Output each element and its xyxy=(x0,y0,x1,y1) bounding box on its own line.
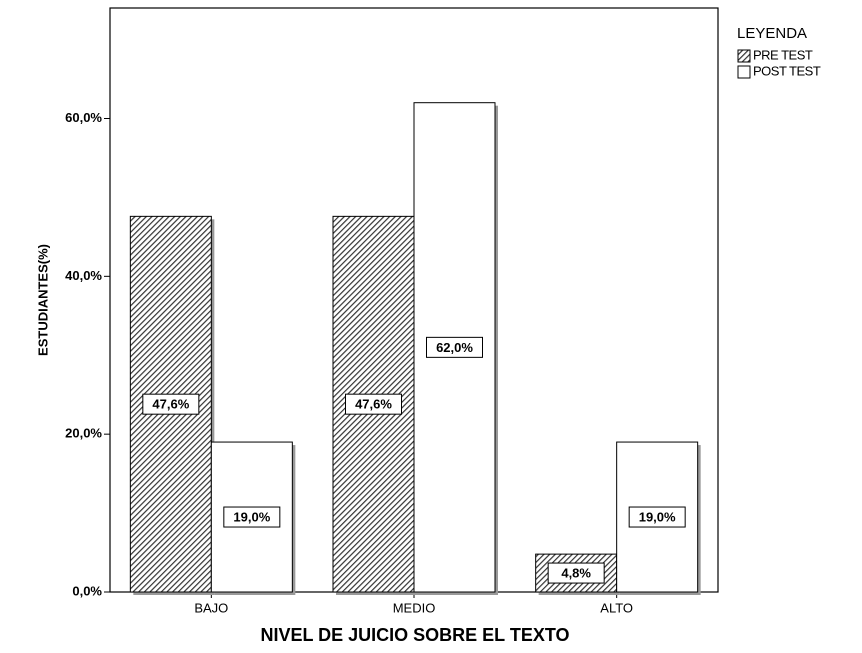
legend-swatch xyxy=(737,49,751,63)
value-label-box xyxy=(426,336,483,358)
legend-label: POST TEST xyxy=(753,63,821,78)
value-label: 19,0% xyxy=(233,509,270,524)
x-axis-title: NIVEL DE JUICIO SOBRE EL TEXTO xyxy=(260,625,569,645)
y-tick-label: 40,0% xyxy=(65,268,102,283)
legend-label: PRE TEST xyxy=(753,47,813,62)
value-label: 47,6% xyxy=(152,397,189,412)
value-label-box xyxy=(142,393,200,415)
value-label: 4,8% xyxy=(561,565,591,580)
value-label: 62,0% xyxy=(436,340,473,355)
y-tick-label: 0,0% xyxy=(72,583,102,598)
value-label-box xyxy=(223,506,281,528)
value-label: 19,0% xyxy=(639,509,676,524)
legend-title: LEYENDA xyxy=(737,25,807,42)
y-tick-label: 60,0% xyxy=(65,110,102,125)
value-label-box xyxy=(547,562,605,584)
x-tick-label: ALTO xyxy=(600,600,633,615)
x-tick-label: MEDIO xyxy=(393,600,436,615)
y-axis-title: ESTUDIANTES(%) xyxy=(35,244,50,356)
x-tick-label: BAJO xyxy=(194,600,228,615)
legend-swatch xyxy=(737,65,751,79)
value-label-box xyxy=(628,506,686,528)
value-label-box xyxy=(345,393,402,415)
value-label: 47,6% xyxy=(355,397,392,412)
y-tick-label: 20,0% xyxy=(65,426,102,441)
